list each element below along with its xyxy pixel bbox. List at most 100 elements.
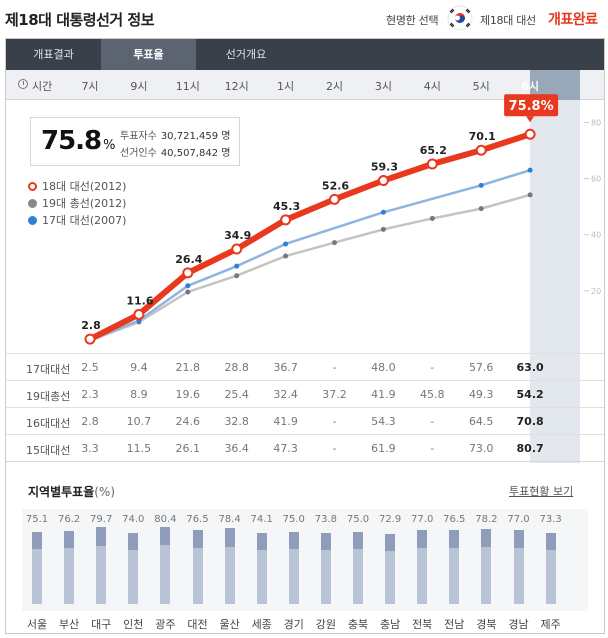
hour-tab-5[interactable]: 2시: [325, 80, 344, 93]
table-cell: 41.9: [371, 388, 396, 401]
korean-flag-icon: [447, 5, 473, 31]
table-cell: 54.3: [371, 415, 396, 428]
regional-bar: [192, 530, 203, 604]
series-point-1-7: [429, 215, 435, 221]
legend-marker-icon: [28, 216, 37, 225]
regional-value-label: 75.0: [282, 514, 305, 525]
tab-results[interactable]: 개표결과: [33, 48, 74, 61]
regional-bar: [449, 530, 460, 604]
regional-unit: (%): [94, 485, 116, 499]
regional-bar: [545, 533, 556, 604]
data-label-4: 45.3: [273, 200, 300, 213]
regional-bar: [385, 533, 396, 604]
hour-tab-7[interactable]: 4시: [423, 80, 441, 93]
y-tick-label-0: 20: [591, 287, 601, 296]
hour-tab-1[interactable]: 9시: [130, 80, 148, 93]
regional-name: 강원: [315, 618, 337, 631]
hour-tab-8[interactable]: 5시: [472, 80, 490, 93]
hour-tab-9[interactable]: 6시: [521, 80, 539, 93]
hour-tab-6[interactable]: 3시: [374, 80, 392, 93]
regional-bar: [320, 532, 331, 604]
table-row: 19대총선 2.3 8.9 19.6 25.4 32.4 37.2 41.9 45.8 49.3 5…: [6, 380, 604, 407]
turnout-status-link[interactable]: 투표현황 보기: [509, 485, 574, 498]
tab-overview[interactable]: 선거개요: [225, 48, 267, 61]
regional-value-label: 76.2: [57, 514, 81, 525]
data-label-6: 59.3: [371, 161, 398, 174]
regional-value-label: 79.7: [90, 514, 113, 525]
series-point-0-2: [182, 267, 194, 279]
series-point-1-3: [234, 273, 240, 279]
series-point-0-6: [377, 175, 389, 187]
row-label: 15대대선: [26, 444, 71, 457]
table-cell: 73.0: [468, 442, 494, 455]
regional-chart-background: [22, 509, 588, 611]
regional-bar: [64, 530, 75, 604]
table-row: 16대대선 2.8 10.7 24.6 32.8 41.9 - 54.3 - 64.5 70.8: [6, 407, 604, 434]
regional-value-label: 75.0: [346, 514, 370, 525]
series-point-0-9: [524, 128, 536, 140]
regional-value-label: 78.2: [475, 514, 498, 525]
table-cell: -: [332, 415, 337, 428]
series-line-0: [87, 131, 534, 343]
data-label-2: 26.4: [175, 253, 202, 266]
current-hour-column: [530, 100, 580, 463]
legend-item-0: 18대 대선(2012): [28, 178, 126, 195]
regional-bar: [224, 528, 235, 604]
series-point-2-2: [185, 283, 191, 289]
regional-bar: [256, 532, 267, 604]
total-turnout-rate: 75.8%: [41, 126, 116, 156]
status-badge: 개표완료: [548, 12, 598, 28]
regional-value-label: 74.1: [250, 514, 273, 525]
row-label: 16대대선: [26, 417, 71, 430]
table-cell: 37.2: [322, 388, 347, 401]
electorate-label: 선거인수: [120, 148, 157, 159]
table-row: 15대대선 3.3 11.5 26.1 36.4 47.3 - 61.9 - 73.0 80.7: [6, 434, 604, 461]
legend-item-1: 19대 총선(2012): [28, 195, 126, 212]
series-point-2-4: [283, 241, 289, 247]
hour-tab-0[interactable]: 7시: [81, 80, 99, 93]
regional-name: 제주: [540, 618, 561, 631]
table-cell: 2.5: [81, 361, 99, 374]
regional-name: 충북: [347, 618, 369, 631]
table-cell: 47.3: [273, 442, 298, 455]
table-cell: 49.3: [468, 388, 494, 401]
table-cell: 70.8: [516, 415, 544, 428]
regional-value-label: 80.4: [154, 514, 177, 525]
slogan-text: 현명한 선택: [386, 14, 439, 27]
table-cell: 80.7: [516, 442, 544, 455]
data-label-3: 34.9: [224, 229, 251, 242]
series-point-0-5: [329, 193, 340, 205]
turnout-line-chart: 20 40 60 80 2.8 11.6 26.4 34.9 45.3 52.6 59.3 65.2 7…: [81, 94, 601, 345]
regional-name: 대구: [91, 618, 112, 631]
legend-marker-icon: [28, 182, 37, 191]
regional-bar: [513, 529, 524, 604]
series-point-1-9: [527, 192, 533, 198]
series-point-2-3: [234, 263, 240, 269]
regional-name: 세종: [251, 618, 272, 631]
hour-tab-2[interactable]: 11시: [175, 80, 200, 93]
legend-label: 17대 대선(2007): [42, 214, 127, 227]
regional-bar: [96, 527, 107, 604]
voters-value: 30,721,459 명: [160, 131, 231, 142]
voters-stat: 투표자수 30,721,459 명: [120, 127, 230, 142]
y-tick-label-3: 80: [591, 118, 601, 127]
regional-value-label: 73.8: [314, 514, 338, 525]
hour-tab-3[interactable]: 12시: [224, 80, 249, 93]
page-header: 제18대 대통령선거 정보 현명한 선택 제18대 대선 개표완료: [0, 0, 608, 38]
regional-bar: [288, 531, 299, 604]
regional-value-label: 78.4: [218, 514, 241, 525]
data-label-1: 11.6: [126, 294, 153, 307]
tab-turnout[interactable]: 투표율: [101, 39, 196, 70]
regional-name: 전남: [444, 618, 465, 631]
electorate-stat: 선거인수 40,507,842 명: [120, 144, 230, 159]
table-row: 17대대선 2.5 9.4 21.8 28.8 36.7 - 48.0 - 57.6 63.0: [6, 353, 604, 380]
table-cell: -: [332, 361, 337, 374]
regional-bar: [160, 526, 171, 604]
table-cell: 8.9: [130, 388, 148, 401]
time-label-text: 시간: [32, 80, 53, 93]
clock-icon: [18, 79, 28, 89]
regional-value-label: 77.0: [507, 514, 530, 525]
table-cell: -: [430, 442, 435, 455]
hour-tab-4[interactable]: 1시: [277, 80, 295, 93]
table-cell: 10.7: [126, 415, 152, 428]
